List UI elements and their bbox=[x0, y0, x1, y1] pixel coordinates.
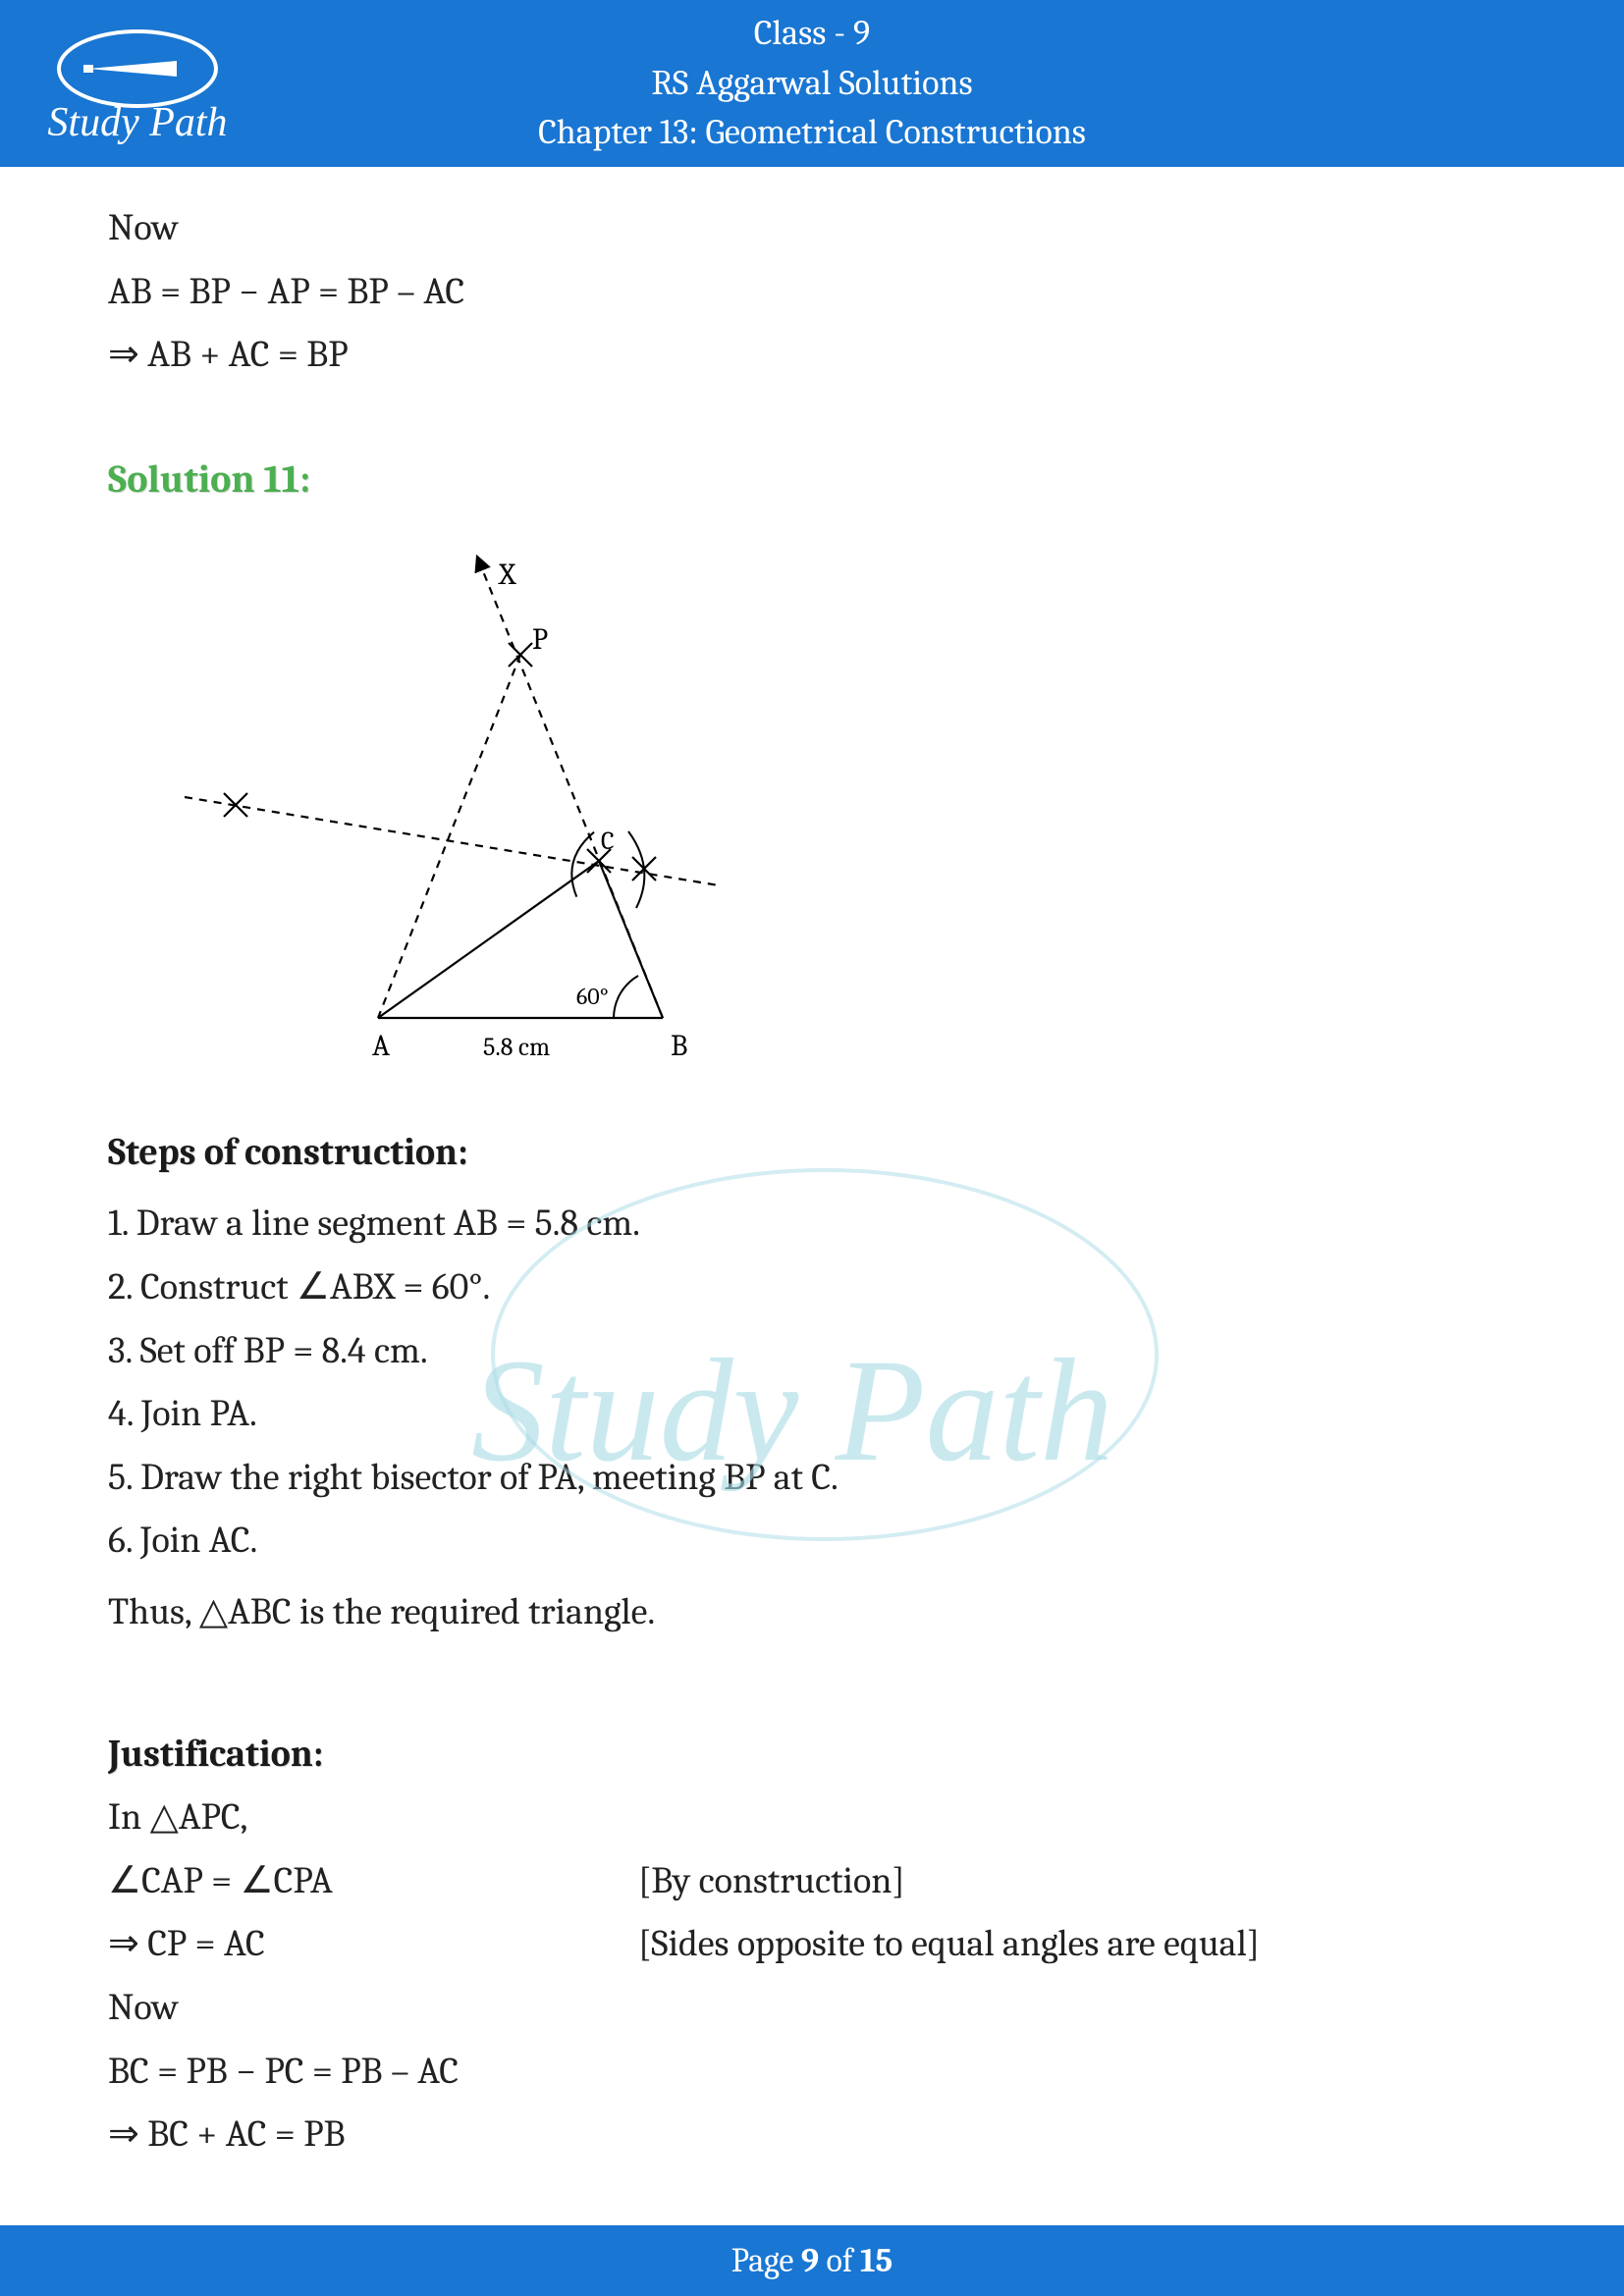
book-line: RS Aggarwal Solutions bbox=[245, 59, 1379, 108]
footer-middle: of bbox=[819, 2241, 860, 2280]
justification-line: BC = PB − PC = PB – AC bbox=[108, 2040, 1516, 2104]
chapter-line: Chapter 13: Geometrical Constructions bbox=[245, 108, 1379, 157]
svg-text:A: A bbox=[372, 1029, 390, 1063]
justification-lhs: ⇒ CP = AC bbox=[108, 1912, 638, 1976]
justification-line: ∠CAP = ∠CPA[By construction] bbox=[108, 1849, 1516, 1913]
justification-lhs: BC = PB − PC = PB – AC bbox=[108, 2040, 638, 2104]
logo-svg: Study Path bbox=[29, 20, 245, 147]
justification-line: In △APC, bbox=[108, 1786, 1516, 1849]
svg-text:B: B bbox=[671, 1029, 687, 1063]
steps-list: 1. Draw a line segment AB = 5.8 cm.2. Co… bbox=[108, 1192, 1516, 1573]
intro-block: Now AB = BP − AP = BP – AC ⇒ AB + AC = B… bbox=[108, 196, 1516, 387]
svg-text:X: X bbox=[498, 558, 516, 592]
step-item: 3. Set off BP = 8.4 cm. bbox=[108, 1319, 1516, 1383]
justification-block: In △APC,∠CAP = ∠CPA[By construction]⇒ CP… bbox=[108, 1786, 1516, 2166]
svg-text:C: C bbox=[601, 827, 615, 856]
footer-current: 9 bbox=[801, 2241, 819, 2280]
justification-line: Now bbox=[108, 1976, 1516, 2040]
steps-conclusion: Thus, △ABC is the required triangle. bbox=[108, 1580, 1516, 1644]
justification-lhs: In △APC, bbox=[108, 1786, 638, 1849]
footer-bar: Page 9 of 15 bbox=[0, 2225, 1624, 2296]
justification-lhs: ∠CAP = ∠CPA bbox=[108, 1849, 638, 1913]
footer-prefix: Page bbox=[731, 2241, 801, 2280]
justification-heading: Justification: bbox=[108, 1723, 1516, 1787]
justification-line: ⇒ CP = AC[Sides opposite to equal angles… bbox=[108, 1912, 1516, 1976]
justification-lhs: ⇒ BC + AC = PB bbox=[108, 2103, 638, 2166]
header-titles: Class - 9 RS Aggarwal Solutions Chapter … bbox=[245, 9, 1595, 157]
justification-rhs: [Sides opposite to equal angles are equa… bbox=[638, 1912, 1260, 1976]
logo: Study Path bbox=[29, 20, 245, 147]
justification-rhs: [By construction] bbox=[638, 1849, 905, 1913]
step-item: 4. Join PA. bbox=[108, 1382, 1516, 1446]
content-area: Study Path Now AB = BP − AP = BP – AC ⇒ … bbox=[0, 167, 1624, 2166]
construction-diagram: A B P C X 5.8 cm 60° bbox=[167, 532, 795, 1082]
step-item: 5. Draw the right bisector of PA, meetin… bbox=[108, 1446, 1516, 1510]
solution-heading: Solution 11: bbox=[108, 446, 1516, 512]
intro-line-2: AB = BP − AP = BP – AC bbox=[108, 260, 1516, 324]
class-line: Class - 9 bbox=[245, 9, 1379, 58]
steps-heading: Steps of construction: bbox=[108, 1121, 1516, 1185]
footer-total: 15 bbox=[860, 2241, 893, 2280]
step-item: 6. Join AC. bbox=[108, 1509, 1516, 1573]
svg-text:5.8 cm: 5.8 cm bbox=[483, 1033, 550, 1062]
step-item: 1. Draw a line segment AB = 5.8 cm. bbox=[108, 1192, 1516, 1255]
svg-text:P: P bbox=[532, 622, 548, 657]
diagram-svg: A B P C X 5.8 cm 60° bbox=[167, 532, 795, 1082]
svg-text:60°: 60° bbox=[576, 983, 609, 1010]
justification-line: ⇒ BC + AC = PB bbox=[108, 2103, 1516, 2166]
step-item: 2. Construct ∠ABX = 60°. bbox=[108, 1255, 1516, 1319]
header-bar: Study Path Class - 9 RS Aggarwal Solutio… bbox=[0, 0, 1624, 167]
intro-line-1: Now bbox=[108, 196, 1516, 260]
justification-lhs: Now bbox=[108, 1976, 638, 2040]
logo-text: Study Path bbox=[47, 100, 227, 145]
intro-line-3: ⇒ AB + AC = BP bbox=[108, 323, 1516, 387]
